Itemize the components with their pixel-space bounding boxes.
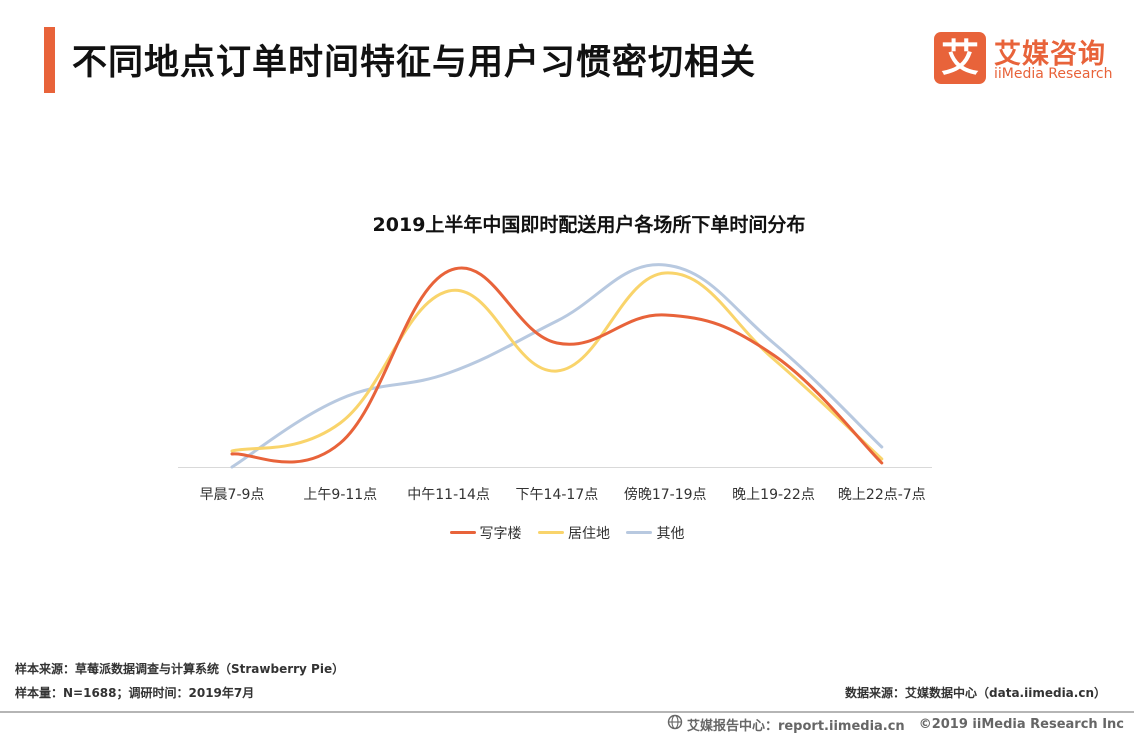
data-source-note: 数据来源：艾媒数据中心（data.iimedia.cn） bbox=[845, 686, 1106, 700]
copyright: ©2019 iiMedia Research Inc bbox=[918, 716, 1124, 732]
legend-swatch-residence bbox=[538, 531, 564, 534]
x-tick-label: 早晨7-9点 bbox=[200, 487, 265, 503]
series-line-other bbox=[230, 263, 884, 469]
legend-swatch-other bbox=[626, 531, 653, 534]
page-title: 不同地点订单时间特征与用户习惯密切相关 bbox=[72, 43, 757, 83]
legend-item-office: 写字楼 bbox=[449, 523, 522, 543]
legend-label-residence: 居住地 bbox=[568, 525, 610, 542]
footer-divider bbox=[0, 711, 1134, 713]
logo-mark-icon: 艾 bbox=[934, 32, 986, 84]
legend-item-other: 其他 bbox=[626, 523, 684, 543]
globe-icon bbox=[667, 714, 683, 734]
legend-label-office: 写字楼 bbox=[479, 525, 522, 542]
brand-logo: 艾 艾媒咨询 iiMedia Research bbox=[934, 32, 1124, 86]
title-accent-bar bbox=[44, 27, 55, 93]
report-center-link[interactable]: 艾媒报告中心：report.iimedia.cn bbox=[686, 718, 905, 734]
chart-legend: 写字楼 居住地 其他 bbox=[0, 522, 1134, 543]
legend-swatch-office bbox=[449, 531, 476, 534]
legend-label-other: 其他 bbox=[656, 525, 685, 542]
series-line-office bbox=[230, 266, 884, 465]
x-tick-label: 晚上22点-7点 bbox=[838, 487, 926, 503]
chart-title: 2019上半年中国即时配送用户各场所下单时间分布 bbox=[372, 214, 806, 236]
logo-name-en: iiMedia Research bbox=[994, 66, 1113, 82]
x-tick-label: 晚上19-22点 bbox=[732, 487, 815, 503]
x-tick-label: 中午11-14点 bbox=[407, 487, 490, 503]
legend-item-residence: 居住地 bbox=[538, 523, 610, 543]
logo-name-cn: 艾媒咨询 bbox=[994, 39, 1106, 70]
x-tick-label: 傍晚17-19点 bbox=[624, 486, 707, 503]
footer: 艾媒报告中心：report.iimedia.cn ©2019 iiMedia R… bbox=[667, 714, 1124, 734]
sample-size-note: 样本量：N=1688；调研时间：2019年7月 bbox=[15, 686, 255, 700]
x-tick-label: 下午14-17点 bbox=[516, 487, 599, 503]
x-tick-label: 上午9-11点 bbox=[303, 487, 377, 503]
sample-source-note: 样本来源：草莓派数据调查与计算系统（Strawberry Pie） bbox=[15, 662, 345, 676]
series-line-residence bbox=[230, 271, 884, 461]
